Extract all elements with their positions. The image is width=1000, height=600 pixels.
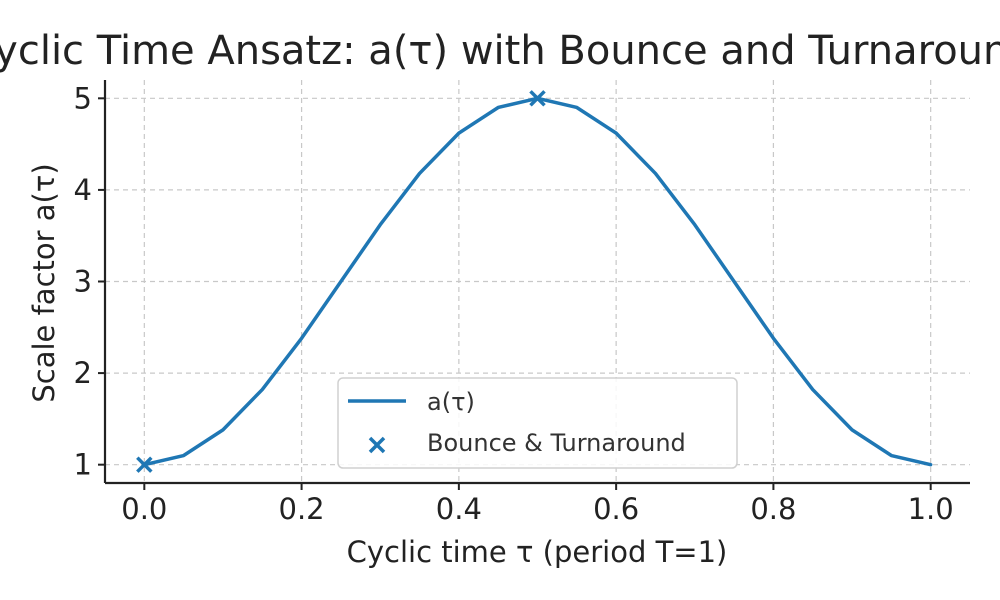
legend-marker-swatch xyxy=(368,436,386,454)
x-tick-label: 0.8 xyxy=(750,492,796,526)
legend: a(τ) Bounce & Turnaround xyxy=(337,377,738,469)
legend-label-markers: Bounce & Turnaround xyxy=(427,429,686,457)
legend-label-line: a(τ) xyxy=(427,388,475,416)
plot-series xyxy=(136,90,933,473)
bounce-turnaround-marker-stroke xyxy=(136,456,153,473)
x-axis-label: Cyclic time τ (period T=1) xyxy=(347,535,728,569)
legend-x-marker xyxy=(368,436,386,454)
y-tick-label: 1 xyxy=(74,448,92,482)
bounce-turnaround-marker xyxy=(529,90,546,107)
y-axis-ticks: 1 2 3 4 5 xyxy=(74,81,105,482)
y-tick-label: 3 xyxy=(74,265,92,299)
x-tick-label: 1.0 xyxy=(908,492,954,526)
y-tick-label: 4 xyxy=(74,173,92,207)
x-axis-ticks: 0.0 0.2 0.4 0.6 0.8 1.0 xyxy=(121,483,954,526)
chart-title: Cyclic Time Ansatz: a(τ) with Bounce and… xyxy=(0,28,1000,74)
x-tick-label: 0.2 xyxy=(279,492,325,526)
x-tick-label: 0.0 xyxy=(121,492,167,526)
legend-frame xyxy=(337,377,738,469)
y-tick-label: 2 xyxy=(74,356,92,390)
x-tick-label: 0.4 xyxy=(436,492,482,526)
legend-x-marker-stroke xyxy=(368,436,386,454)
y-tick-label: 5 xyxy=(74,81,92,115)
y-axis-label: Scale factor a(τ) xyxy=(27,163,61,402)
x-tick-label: 0.6 xyxy=(593,492,639,526)
grid-lines xyxy=(105,80,970,483)
bounce-turnaround-marker xyxy=(136,456,153,473)
bounce-turnaround-marker-stroke xyxy=(529,90,546,107)
